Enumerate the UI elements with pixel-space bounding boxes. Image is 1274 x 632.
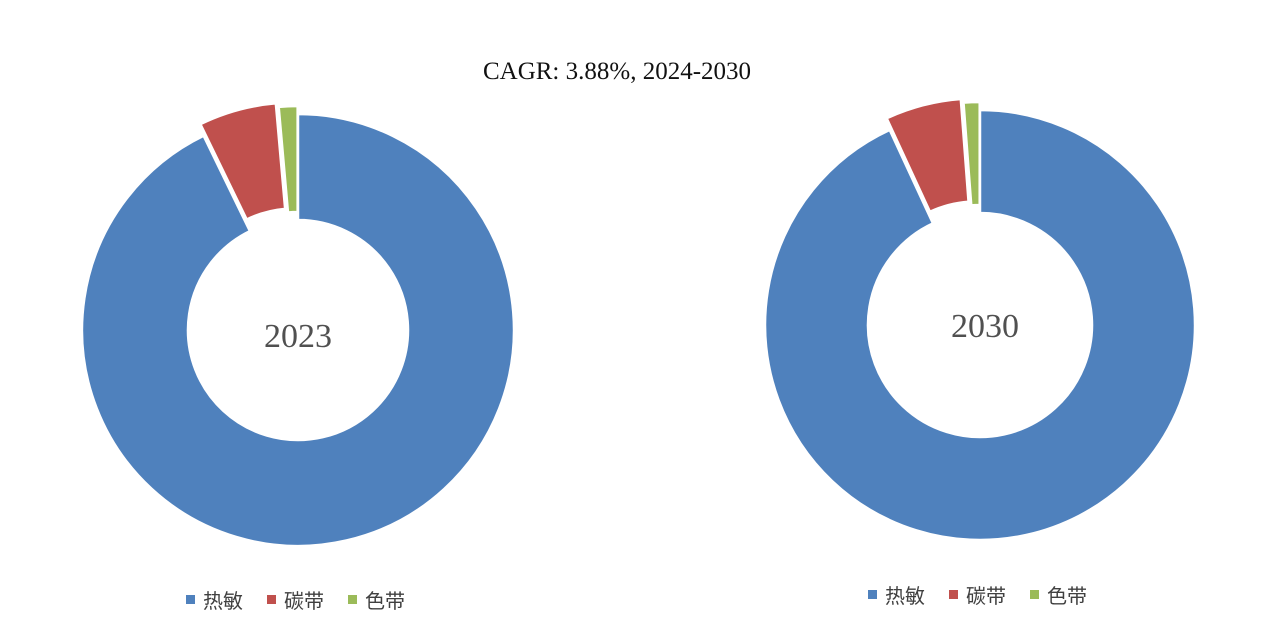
chart-title: CAGR: 3.88%, 2024-2030	[482, 58, 752, 85]
center-label-2030: 2030	[951, 308, 1019, 345]
legend-item: 热敏	[186, 585, 243, 614]
slice-2030-碳带	[885, 97, 970, 214]
legend-swatch	[267, 595, 276, 604]
legend-swatch	[348, 595, 357, 604]
donut-chart-2030	[763, 97, 1197, 542]
legend-2023: 热敏 碳带 色带	[186, 585, 429, 614]
legend-label: 碳带	[284, 589, 324, 613]
legend-swatch	[186, 595, 195, 604]
legend-label: 色带	[1047, 584, 1087, 608]
legend-item: 碳带	[267, 585, 324, 614]
legend-label: 碳带	[966, 584, 1006, 608]
legend-item: 色带	[1030, 580, 1087, 609]
legend-item: 色带	[348, 585, 405, 614]
legend-swatch	[1030, 590, 1039, 599]
slice-2030-热敏	[763, 108, 1197, 542]
donut-chart-2023	[80, 101, 516, 548]
legend-item: 碳带	[949, 580, 1006, 609]
legend-swatch	[868, 590, 877, 599]
legend-2030: 热敏 碳带 色带	[868, 580, 1111, 609]
legend-item: 热敏	[868, 580, 925, 609]
legend-label: 色带	[365, 589, 405, 613]
legend-label: 热敏	[885, 584, 925, 608]
center-label-2023: 2023	[264, 318, 332, 355]
slice-2023-碳带	[198, 101, 287, 222]
slice-2023-热敏	[80, 112, 516, 548]
slice-2030-色带	[962, 100, 981, 207]
legend-label: 热敏	[203, 589, 243, 613]
slice-2023-色带	[277, 104, 299, 214]
legend-swatch	[949, 590, 958, 599]
